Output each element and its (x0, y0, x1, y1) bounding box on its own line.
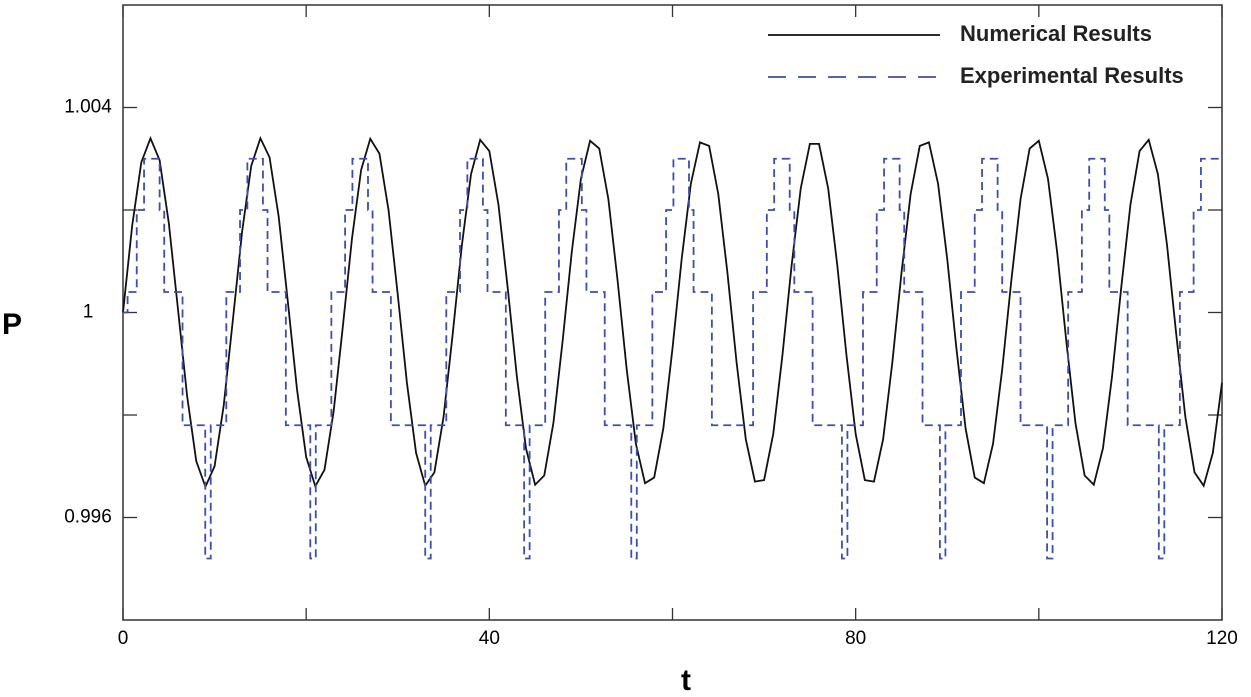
legend-text: Numerical Results (960, 21, 1152, 46)
x-tick-label: 0 (118, 628, 129, 649)
plot-frame (122, 4, 1223, 621)
x-tick-label: 80 (845, 628, 866, 649)
y-tick-label: 1.004 (64, 97, 112, 118)
x-tick-label: 120 (1206, 628, 1238, 649)
y-tick-label: 1 (83, 302, 94, 323)
legend-text: Experimental Results (960, 63, 1184, 88)
line-series (122, 135, 1223, 490)
y-axis-title: P (2, 308, 22, 341)
x-axis-title: t (681, 664, 691, 697)
y-tick-label: 0.996 (64, 507, 112, 528)
x-tick-label: 40 (479, 628, 500, 649)
line-series (123, 157, 1222, 560)
